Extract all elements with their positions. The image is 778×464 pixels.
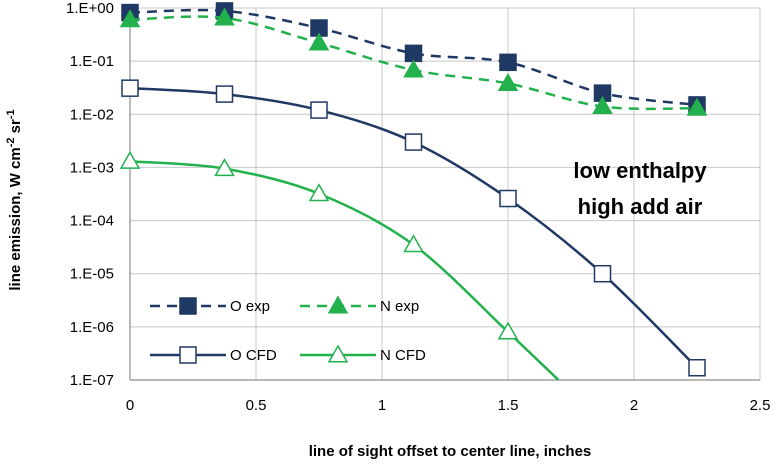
data-point — [593, 264, 612, 283]
plot-area — [129, 8, 760, 381]
legend-label: O exp — [230, 298, 270, 315]
data-point — [404, 44, 423, 63]
y-tick-label: 1.E-02 — [70, 106, 114, 123]
y-tick-label: 1.E-04 — [70, 213, 114, 230]
series-n-cfd — [119, 150, 560, 380]
legend-label: N CFD — [380, 347, 426, 364]
data-point — [403, 59, 424, 78]
data-point — [308, 32, 330, 51]
y-axis-tick-labels: 1.E+00 1.E-01 1.E-02 1.E-03 1.E-04 1.E-05 1.E-… — [66, 0, 114, 389]
y-axis-title-exp1: -2 — [5, 137, 17, 147]
data-point — [310, 101, 328, 119]
legend-item: O CFD — [150, 346, 277, 364]
y-tick-label: 1.E-06 — [70, 319, 114, 336]
series-n-exp — [119, 7, 708, 116]
data-point — [214, 7, 235, 26]
legend-item: O exp — [150, 297, 270, 315]
data-point — [499, 189, 517, 208]
data-point — [499, 53, 517, 72]
y-axis-title: line emission, W cm-2 sr-1 — [5, 109, 24, 290]
y-axis-title-main: line emission, W cm — [7, 147, 24, 290]
x-tick-label: 0 — [126, 397, 134, 414]
legend-label: O CFD — [230, 347, 277, 364]
data-point — [214, 158, 235, 177]
legend-swatch-marker — [179, 346, 197, 364]
data-point — [403, 234, 424, 253]
x-tick-label: 1.5 — [498, 397, 519, 414]
x-axis-title: line of sight offset to center line, inc… — [309, 443, 592, 460]
data-point — [119, 9, 141, 28]
x-axis-tick-labels: 0 0.5 1 1.5 2 2.5 — [126, 397, 771, 414]
data-point — [121, 79, 139, 97]
legend-swatch-marker — [179, 297, 197, 315]
legend-swatch-marker — [327, 295, 349, 314]
series-o-cfd — [121, 79, 706, 377]
legend-item: N exp — [300, 295, 419, 315]
x-tick-label: 2 — [630, 397, 638, 414]
legend: O exp N exp O CFD N CFD — [150, 295, 426, 364]
annotation-line-2: high add air — [578, 194, 703, 219]
y-tick-label: 1.E-01 — [70, 53, 114, 70]
x-tick-label: 2.5 — [750, 397, 771, 414]
data-point — [308, 183, 330, 202]
annotation: low enthalpy high add air — [573, 158, 707, 219]
y-tick-label: 1.E-07 — [70, 372, 114, 389]
x-tick-label: 0.5 — [246, 397, 267, 414]
legend-swatch-marker — [327, 344, 349, 363]
data-point — [686, 97, 708, 116]
data-point — [592, 96, 613, 115]
annotation-line-1: low enthalpy — [573, 158, 707, 183]
legend-label: N exp — [380, 298, 419, 315]
series-o-exp — [121, 2, 706, 114]
x-tick-label: 1 — [378, 397, 386, 414]
y-tick-label: 1.E-03 — [70, 159, 114, 176]
y-axis-title-exp2: -1 — [5, 109, 17, 119]
legend-item: N CFD — [300, 344, 426, 364]
series-line — [130, 86, 698, 369]
data-point — [404, 133, 423, 151]
y-tick-label: 1.E-05 — [70, 266, 114, 283]
data-point — [497, 72, 519, 91]
data-point — [215, 85, 234, 103]
series-layer — [119, 2, 708, 380]
data-point — [688, 359, 706, 377]
data-point — [497, 321, 519, 340]
y-tick-label: 1.E+00 — [66, 0, 114, 17]
y-axis-title-unit2: sr — [7, 119, 24, 138]
data-point — [119, 150, 141, 169]
